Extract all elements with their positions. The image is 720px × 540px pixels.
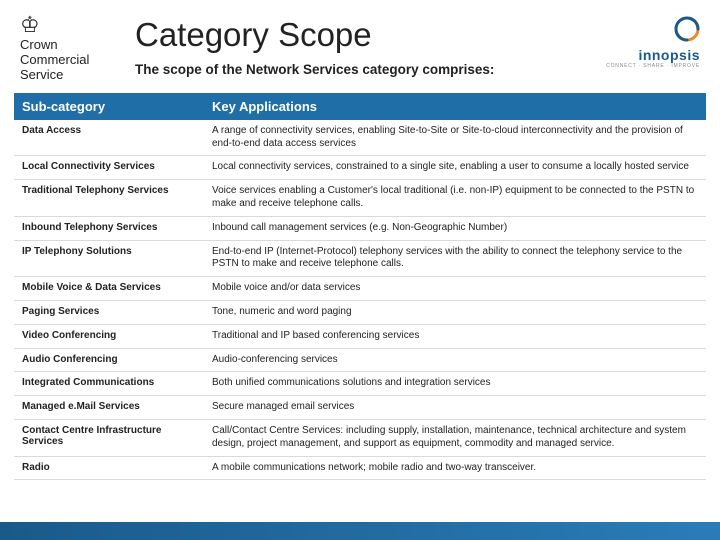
subcategory-cell: Managed e.Mail Services <box>14 396 204 420</box>
description-cell: Secure managed email services <box>204 396 706 420</box>
table-row: IP Telephony SolutionsEnd-to-end IP (Int… <box>14 240 706 277</box>
table-row: Local Connectivity ServicesLocal connect… <box>14 156 706 180</box>
subcategory-cell: Mobile Voice & Data Services <box>14 277 204 301</box>
subcategory-cell: IP Telephony Solutions <box>14 240 204 277</box>
subcategory-cell: Radio <box>14 456 204 480</box>
table-header-row: Sub-category Key Applications <box>14 93 706 120</box>
scope-table-container: Sub-category Key Applications Data Acces… <box>0 87 720 481</box>
subcategory-cell: Traditional Telephony Services <box>14 180 204 217</box>
table-row: Audio ConferencingAudio-conferencing ser… <box>14 348 706 372</box>
table-row: Managed e.Mail ServicesSecure managed em… <box>14 396 706 420</box>
table-row: Inbound Telephony ServicesInbound call m… <box>14 216 706 240</box>
page-title: Category Scope <box>135 16 580 54</box>
title-block: Category Scope The scope of the Network … <box>125 10 580 77</box>
subcategory-cell: Audio Conferencing <box>14 348 204 372</box>
ccs-name: Crown Commercial Service <box>20 38 125 83</box>
subcategory-cell: Video Conferencing <box>14 324 204 348</box>
subcategory-cell: Integrated Communications <box>14 372 204 396</box>
ccs-line: Commercial <box>20 53 125 68</box>
subcategory-cell: Data Access <box>14 120 204 156</box>
description-cell: Audio-conferencing services <box>204 348 706 372</box>
description-cell: A range of connectivity services, enabli… <box>204 120 706 156</box>
table-row: Mobile Voice & Data ServicesMobile voice… <box>14 277 706 301</box>
innopsis-logo: innopsis CONNECT · SHARE · IMPROVE <box>580 16 700 69</box>
slide-header: ♔ Crown Commercial Service Category Scop… <box>0 0 720 87</box>
subcategory-cell: Contact Centre Infrastructure Services <box>14 419 204 456</box>
description-cell: Call/Contact Centre Services: including … <box>204 419 706 456</box>
innopsis-name: innopsis <box>606 47 700 63</box>
subcategory-cell: Inbound Telephony Services <box>14 216 204 240</box>
description-cell: Voice services enabling a Customer's loc… <box>204 180 706 217</box>
description-cell: Traditional and IP based conferencing se… <box>204 324 706 348</box>
table-row: Paging ServicesTone, numeric and word pa… <box>14 300 706 324</box>
table-row: Integrated CommunicationsBoth unified co… <box>14 372 706 396</box>
scope-table: Sub-category Key Applications Data Acces… <box>14 93 706 481</box>
table-row: Contact Centre Infrastructure ServicesCa… <box>14 419 706 456</box>
table-row: Traditional Telephony ServicesVoice serv… <box>14 180 706 217</box>
innopsis-tagline: CONNECT · SHARE · IMPROVE <box>606 63 700 69</box>
description-cell: A mobile communications network; mobile … <box>204 456 706 480</box>
table-row: Data AccessA range of connectivity servi… <box>14 120 706 156</box>
header-subcategory: Sub-category <box>14 93 204 120</box>
innopsis-text: innopsis CONNECT · SHARE · IMPROVE <box>606 47 700 69</box>
description-cell: Both unified communications solutions an… <box>204 372 706 396</box>
table-row: Video ConferencingTraditional and IP bas… <box>14 324 706 348</box>
table-body: Data AccessA range of connectivity servi… <box>14 120 706 480</box>
ccs-line: Service <box>20 68 125 83</box>
page-subtitle: The scope of the Network Services catego… <box>135 62 580 77</box>
header-key-applications: Key Applications <box>204 93 706 120</box>
description-cell: Local connectivity services, constrained… <box>204 156 706 180</box>
description-cell: Inbound call management services (e.g. N… <box>204 216 706 240</box>
subcategory-cell: Local Connectivity Services <box>14 156 204 180</box>
innopsis-swirl-icon <box>674 16 700 47</box>
subcategory-cell: Paging Services <box>14 300 204 324</box>
table-row: RadioA mobile communications network; mo… <box>14 456 706 480</box>
ccs-logo: ♔ Crown Commercial Service <box>20 14 125 83</box>
footer-accent-bar <box>0 522 720 540</box>
description-cell: Tone, numeric and word paging <box>204 300 706 324</box>
crown-crest-icon: ♔ <box>20 14 125 36</box>
description-cell: End-to-end IP (Internet-Protocol) teleph… <box>204 240 706 277</box>
description-cell: Mobile voice and/or data services <box>204 277 706 301</box>
ccs-line: Crown <box>20 38 125 53</box>
